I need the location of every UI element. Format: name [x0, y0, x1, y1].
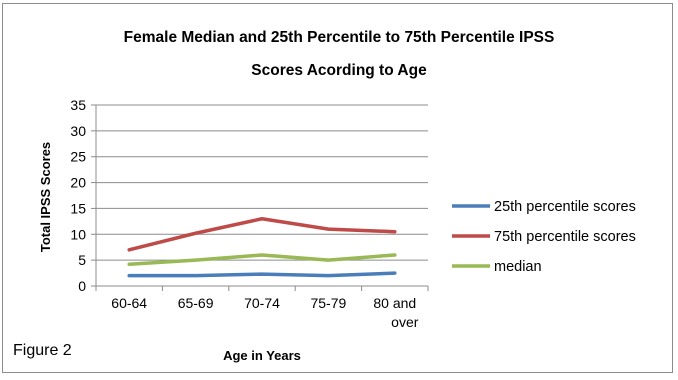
series-lines	[127, 217, 397, 278]
x-tick-label: 75-79	[310, 295, 346, 311]
x-axis-label: Age in Years	[223, 348, 301, 363]
x-tick-label: 65-69	[178, 295, 214, 311]
x-tick-label: 80 and	[373, 295, 416, 311]
y-tick-label: 15	[70, 200, 86, 216]
y-tick-label: 0	[78, 278, 86, 294]
legend-label: 25th percentile scores	[494, 199, 636, 215]
y-tick-label: 30	[70, 123, 86, 139]
legend: 25th percentile scores 75th percentile sc…	[452, 199, 636, 275]
y-tick-label: 20	[70, 175, 86, 191]
x-tick-label-line2: over	[391, 314, 419, 330]
chart-title-line1: Female Median and 25th Percentile to 75t…	[123, 29, 555, 46]
y-tick-label: 10	[70, 226, 86, 242]
y-axis-label: Total IPSS Scores	[38, 142, 53, 252]
y-tick-label: 35	[70, 97, 86, 113]
x-tick-label: 70-74	[244, 295, 280, 311]
series-line-75th-percentile-scores	[127, 217, 397, 252]
legend-label: median	[494, 259, 542, 275]
y-tick-label: 25	[70, 149, 86, 165]
legend-label: 75th percentile scores	[494, 229, 636, 245]
x-tick-label: 60-64	[111, 295, 147, 311]
x-tick-labels: 60-64 65-69 70-74 75-79 80 and over	[111, 295, 418, 330]
figure-caption: Figure 2	[13, 342, 72, 359]
gridlines	[96, 104, 428, 261]
series-line-25th-percentile-scores	[127, 271, 397, 278]
axes	[91, 104, 429, 291]
chart-frame	[2, 3, 673, 373]
chart-title-line2: Scores Acording to Age	[251, 62, 427, 79]
y-tick-label: 5	[78, 252, 86, 268]
y-tick-labels: 0 5 10 15 20 25 30 35	[70, 97, 86, 294]
series-line-median	[127, 253, 397, 267]
